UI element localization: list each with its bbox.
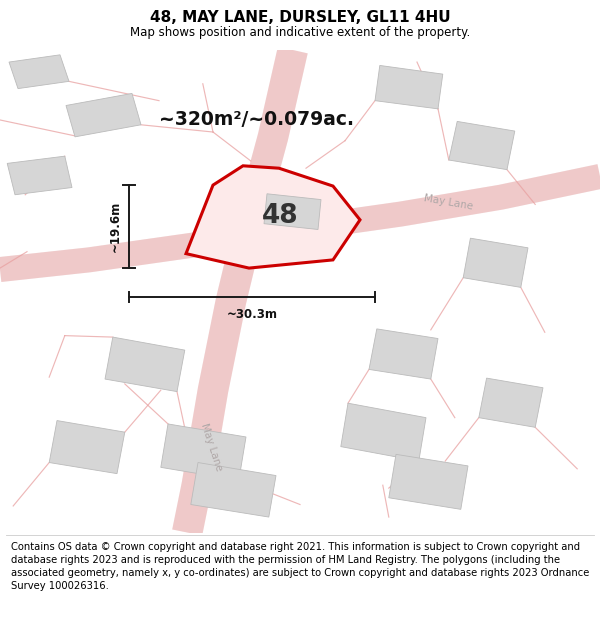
Polygon shape	[9, 55, 69, 89]
Polygon shape	[161, 424, 246, 481]
Text: May Lane: May Lane	[199, 421, 224, 472]
Polygon shape	[186, 166, 360, 268]
Text: Contains OS data © Crown copyright and database right 2021. This information is : Contains OS data © Crown copyright and d…	[11, 542, 589, 591]
Text: 48, MAY LANE, DURSLEY, GL11 4HU: 48, MAY LANE, DURSLEY, GL11 4HU	[149, 10, 451, 25]
Text: ~320m²/~0.079ac.: ~320m²/~0.079ac.	[159, 111, 354, 129]
Text: May Lane: May Lane	[424, 192, 474, 211]
Polygon shape	[191, 462, 276, 517]
Polygon shape	[479, 378, 543, 428]
Polygon shape	[369, 329, 438, 379]
Text: Map shows position and indicative extent of the property.: Map shows position and indicative extent…	[130, 26, 470, 39]
Polygon shape	[105, 337, 185, 392]
Polygon shape	[49, 421, 125, 474]
Polygon shape	[449, 121, 515, 169]
Polygon shape	[66, 93, 141, 137]
Polygon shape	[7, 156, 72, 195]
Text: ~30.3m: ~30.3m	[227, 308, 277, 321]
Polygon shape	[264, 194, 321, 229]
Polygon shape	[389, 454, 468, 509]
Polygon shape	[463, 238, 528, 288]
Polygon shape	[375, 66, 443, 109]
Text: 48: 48	[262, 202, 299, 229]
Text: ~19.6m: ~19.6m	[109, 201, 122, 252]
Polygon shape	[341, 403, 426, 461]
